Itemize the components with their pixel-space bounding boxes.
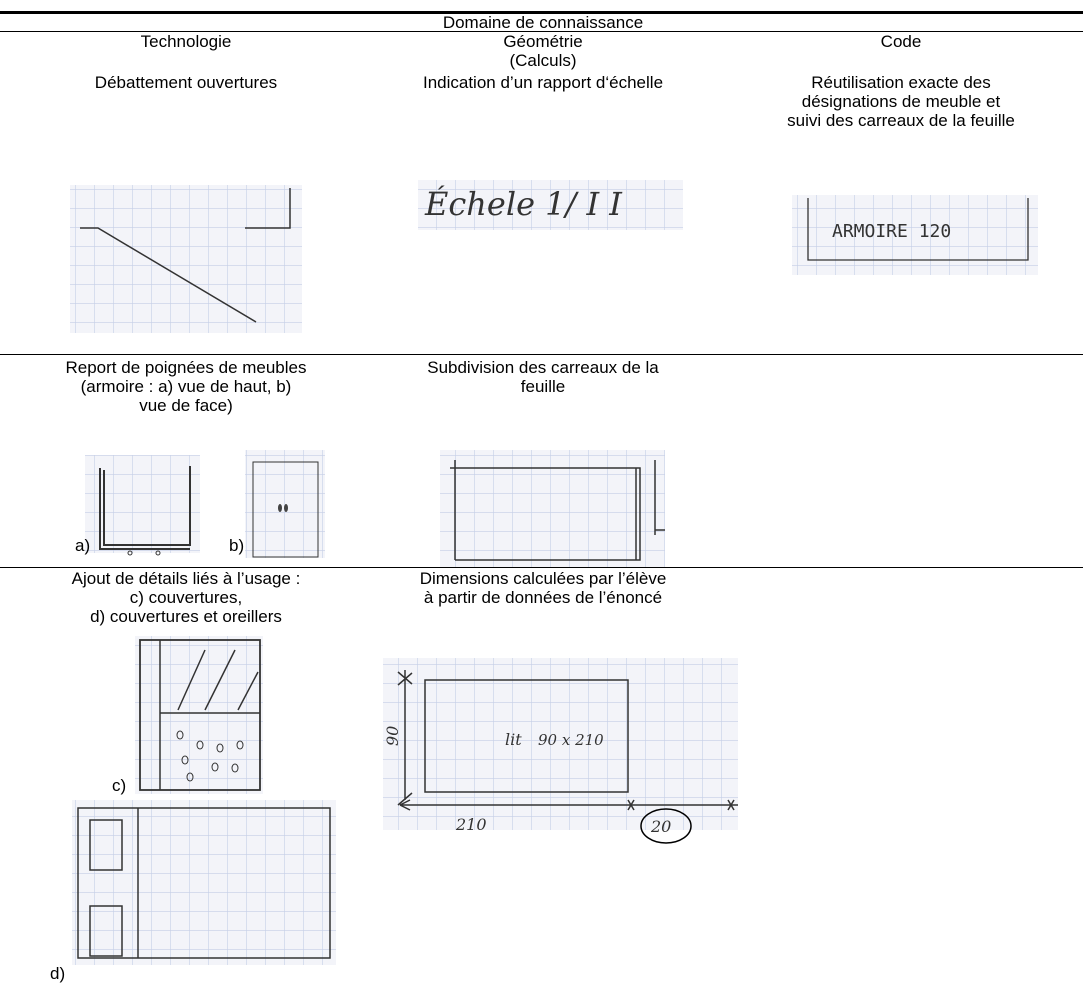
handwriting: 90 x 210	[538, 731, 604, 749]
cell-text: suivi des carreaux de la feuille	[787, 111, 1015, 130]
rule	[0, 31, 1083, 32]
sketch-label: c)	[112, 776, 127, 795]
sketch-scale: Échele 1/ I I	[418, 180, 683, 230]
sketch-a	[85, 455, 200, 556]
cell-text: désignations de meuble et	[801, 92, 1001, 111]
cell-text: Report de poignées de meubles	[65, 358, 307, 377]
sketch-label: ARMOIRE 120	[792, 195, 1038, 275]
sketch-d	[72, 800, 336, 965]
column-header: Technologie	[140, 32, 232, 51]
rule	[0, 354, 1083, 355]
cell-text: Subdivision des carreaux de la	[427, 358, 659, 377]
handwriting: 90	[383, 726, 402, 746]
cell-text: Réutilisation exacte des	[811, 73, 991, 92]
sketch-dimensions: lit 90 x 210 90 210 20	[383, 658, 738, 844]
cell-text: feuille	[520, 377, 566, 396]
sketch-label: d)	[50, 964, 66, 983]
cell-text: d) couvertures et oreillers	[90, 607, 282, 626]
cell-text: c) couvertures,	[129, 588, 243, 607]
handwriting: ARMOIRE 120	[832, 221, 951, 242]
cell-text: Indication d’un rapport d‘échelle	[422, 73, 664, 92]
cell-text: Dimensions calculées par l’élève	[419, 569, 667, 588]
sketch-label: a)	[75, 536, 91, 555]
cell-text: Ajout de détails liés à l’usage :	[71, 569, 301, 588]
cell-text: à partir de données de l’énoncé	[423, 588, 663, 607]
sketch-b	[245, 450, 325, 558]
column-header: (Calculs)	[509, 51, 577, 70]
cell-text: (armoire : a) vue de haut, b)	[80, 377, 292, 396]
rule	[0, 567, 1083, 568]
handwriting: lit	[505, 730, 522, 749]
header-domain: Domaine de connaissance	[442, 13, 644, 32]
column-header: Géométrie	[503, 32, 583, 51]
sketch-subdivision	[440, 450, 665, 568]
cell-text: Débattement ouvertures	[94, 73, 278, 92]
column-header: Code	[880, 32, 922, 51]
sketch-opening	[70, 185, 302, 333]
handwriting: 210	[455, 815, 487, 834]
sketch-label: b)	[229, 536, 245, 555]
handwriting: 20	[650, 817, 671, 836]
handwriting: Échele 1/ I I	[424, 185, 623, 223]
cell-text: vue de face)	[139, 396, 233, 415]
rule	[0, 11, 1083, 14]
sketch-c	[135, 636, 263, 794]
